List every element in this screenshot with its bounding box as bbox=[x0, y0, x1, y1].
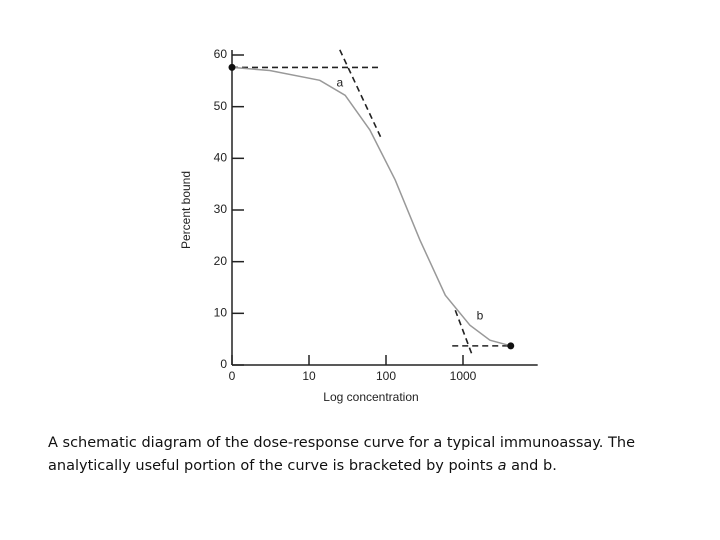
caption-text: and b. bbox=[506, 458, 557, 474]
y-tick-label: 10 bbox=[214, 306, 228, 320]
reference-line bbox=[339, 49, 383, 141]
y-tick-label: 40 bbox=[214, 151, 228, 165]
caption-text: a bbox=[497, 458, 507, 474]
x-tick-label: 100 bbox=[376, 369, 396, 383]
caption: A schematic diagram of the dose-response… bbox=[48, 432, 668, 478]
x-tick-label: 0 bbox=[229, 369, 236, 383]
x-tick-label: 1000 bbox=[450, 369, 477, 383]
y-tick-label: 50 bbox=[214, 99, 228, 113]
annotation: a bbox=[336, 76, 343, 90]
annotation: b bbox=[477, 309, 484, 323]
y-tick-label: 0 bbox=[220, 357, 227, 371]
reference-line bbox=[454, 309, 473, 356]
endpoint-marker bbox=[507, 342, 515, 350]
y-tick-label: 20 bbox=[214, 254, 228, 268]
y-axis-label: Percent bound bbox=[179, 171, 193, 249]
y-tick-label: 60 bbox=[214, 47, 228, 61]
x-tick-label: 10 bbox=[302, 369, 316, 383]
endpoint-marker bbox=[228, 63, 236, 71]
caption-text: A schematic diagram of the dose-response… bbox=[48, 435, 635, 474]
y-tick-label: 30 bbox=[214, 202, 228, 216]
curve bbox=[231, 66, 511, 347]
chart: Log concentration Percent bound 0 10 20 30 4… bbox=[179, 47, 538, 404]
x-axis-label: Log concentration bbox=[323, 390, 418, 404]
